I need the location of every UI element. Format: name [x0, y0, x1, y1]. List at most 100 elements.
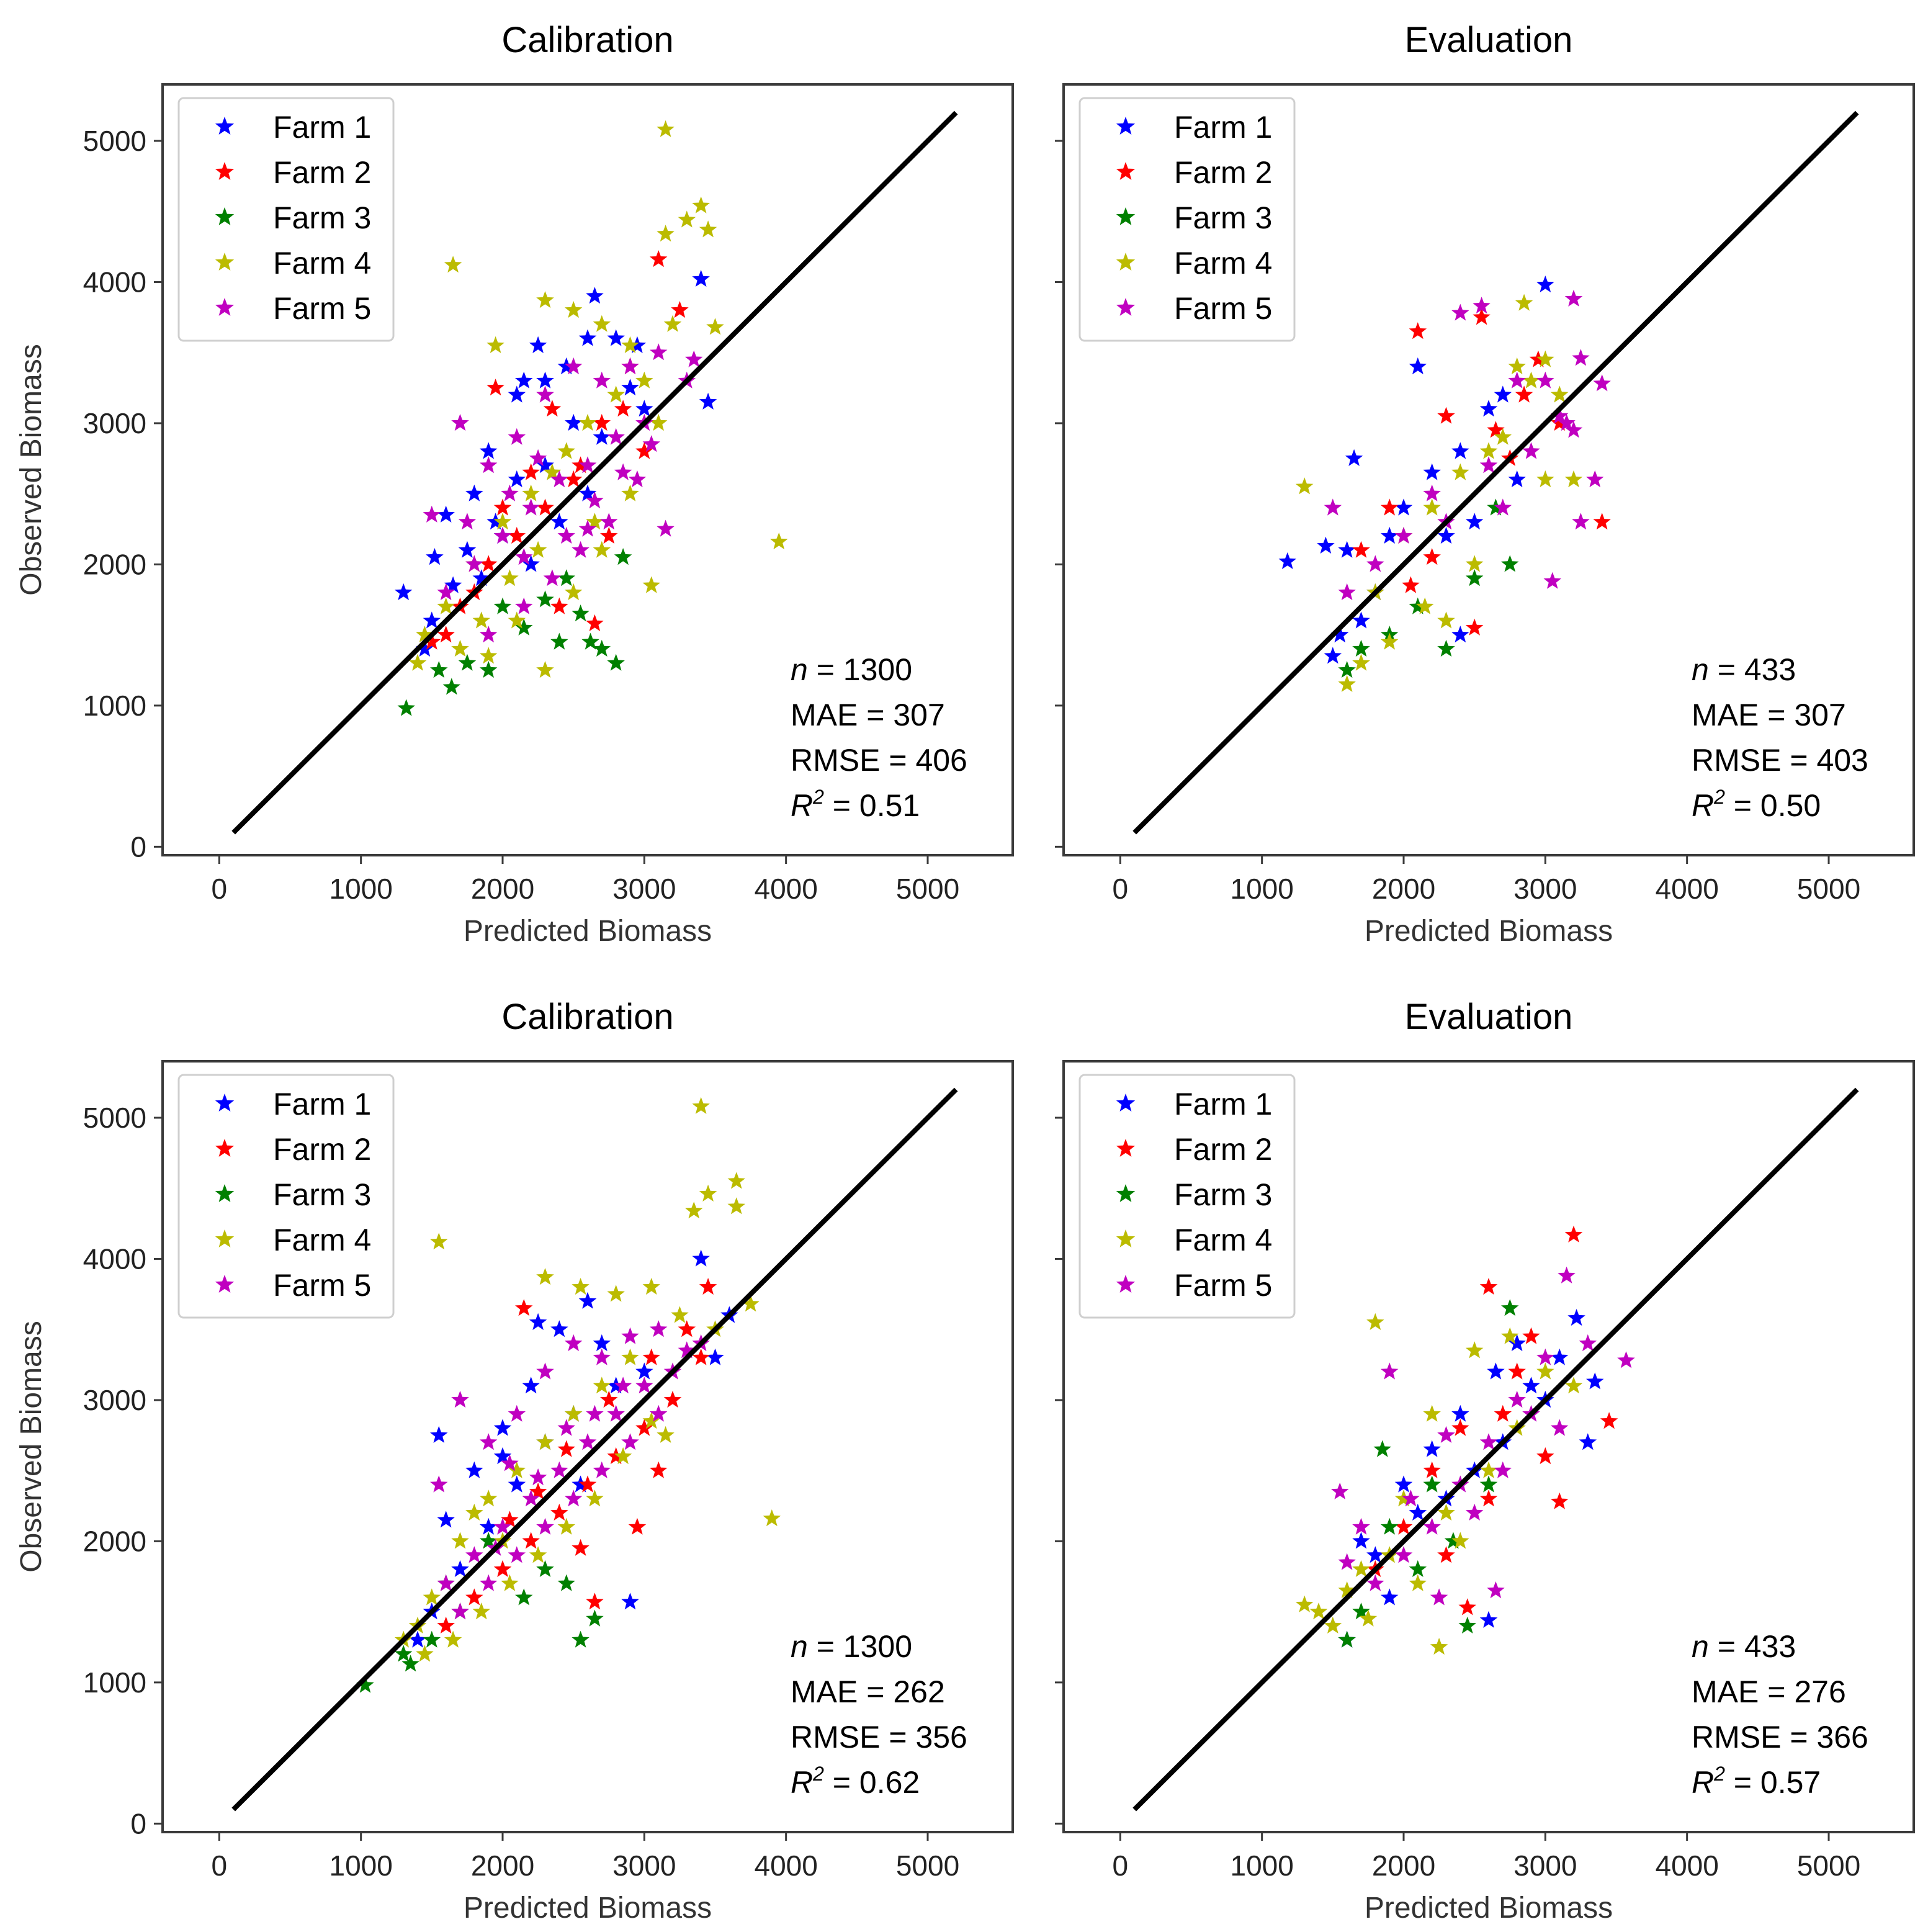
legend-label: Farm 2: [273, 155, 371, 190]
data-point: [501, 1511, 519, 1528]
legend-label: Farm 2: [1174, 1132, 1272, 1167]
data-point: [550, 513, 568, 530]
legend-label: Farm 3: [1174, 1177, 1272, 1212]
data-point: [1366, 1546, 1384, 1563]
data-point: [1536, 276, 1554, 293]
data-point: [458, 541, 477, 558]
data-point: [572, 456, 590, 474]
data-point: [550, 470, 568, 488]
data-point: [408, 1630, 427, 1648]
data-point: [1617, 1351, 1635, 1368]
data-point: [486, 513, 504, 530]
data-point: [1338, 675, 1356, 692]
data-point: [657, 225, 675, 242]
data-point: [1508, 1362, 1526, 1380]
x-tick-label: 1000: [329, 873, 392, 905]
legend-label: Farm 1: [1174, 1087, 1272, 1121]
data-point: [1536, 371, 1554, 389]
data-point: [1550, 1419, 1569, 1436]
data-point: [529, 1313, 547, 1330]
data-point: [1295, 477, 1314, 495]
data-point: [1352, 541, 1370, 558]
data-point: [593, 413, 611, 431]
data-point: [1338, 583, 1356, 600]
stat-line: RMSE = 356: [791, 1720, 967, 1755]
series-farm-3: [1338, 1299, 1519, 1648]
data-point: [1423, 484, 1441, 501]
data-point: [465, 1503, 483, 1521]
data-point: [437, 1616, 455, 1633]
data-point: [416, 626, 434, 643]
legend-marker: [1116, 1229, 1136, 1247]
x-tick-label: 4000: [1655, 873, 1718, 905]
data-point: [479, 1489, 498, 1507]
data-point: [529, 1546, 547, 1563]
data-point: [572, 1475, 590, 1493]
legend-marker: [215, 253, 235, 271]
data-point: [614, 463, 632, 480]
data-point: [1536, 1447, 1554, 1465]
data-point: [508, 1475, 526, 1493]
data-point: [508, 1404, 526, 1422]
legend-label: Farm 4: [273, 1223, 371, 1257]
data-point: [1522, 442, 1540, 459]
data-point: [451, 1390, 469, 1408]
legend-marker: [215, 207, 235, 225]
data-point: [522, 1377, 540, 1394]
x-tick-label: 0: [212, 873, 228, 905]
y-tick-label: 3000: [83, 1384, 146, 1416]
data-point: [529, 336, 547, 353]
data-point: [536, 1433, 554, 1450]
data-point: [1380, 632, 1399, 650]
legend-label: Farm 5: [1174, 1268, 1272, 1303]
data-point: [1550, 1492, 1569, 1509]
data-point: [593, 639, 611, 657]
data-point: [1338, 1581, 1356, 1599]
data-point: [550, 1503, 568, 1521]
x-tick-label: 3000: [1513, 1849, 1577, 1882]
data-point: [1423, 1440, 1441, 1457]
data-point: [522, 463, 540, 480]
stat-line: R2 = 0.57: [1692, 1763, 1821, 1800]
data-point: [493, 1447, 512, 1465]
data-point: [1508, 470, 1526, 488]
data-point: [536, 1268, 554, 1285]
series-farm-4: [394, 1097, 781, 1662]
data-point: [437, 597, 455, 614]
data-point: [1487, 421, 1505, 438]
data-point: [564, 470, 583, 488]
data-point: [578, 413, 597, 431]
data-point: [1409, 1574, 1427, 1591]
data-point: [593, 1461, 611, 1478]
data-point: [593, 1334, 611, 1352]
data-point: [1394, 1475, 1413, 1493]
data-point: [451, 1560, 469, 1577]
y-tick-label: 0: [130, 1807, 146, 1840]
plot-data: [1132, 1087, 1859, 1812]
x-tick-label: 3000: [612, 1849, 676, 1882]
data-point: [1494, 385, 1512, 403]
data-point: [581, 632, 599, 650]
x-axis-title: Predicted Biomass: [464, 915, 712, 948]
data-point: [1437, 1546, 1455, 1563]
x-tick-label: 1000: [1230, 1849, 1293, 1882]
panel-3: Calibration 0 1000 2000 3000 4000 5000 0 1000 200…: [15, 997, 1014, 1925]
legend-marker: [1116, 1139, 1136, 1157]
data-point: [614, 548, 632, 565]
y-tick-label: 5000: [83, 1102, 146, 1134]
data-point: [706, 1348, 724, 1365]
data-point: [465, 555, 483, 572]
data-point: [1338, 1553, 1356, 1570]
one-to-one-line: [231, 1087, 958, 1812]
series-farm-5: [430, 1320, 710, 1620]
data-point: [1380, 1517, 1399, 1535]
data-point: [1479, 1475, 1498, 1493]
data-point: [1451, 1404, 1469, 1422]
data-point: [578, 1292, 597, 1309]
y-tick-label: 5000: [83, 125, 146, 157]
data-point: [557, 1574, 575, 1591]
stat-line: n = 1300: [791, 1629, 912, 1664]
data-point: [479, 555, 498, 572]
data-point: [515, 1299, 533, 1316]
data-point: [1352, 654, 1370, 671]
